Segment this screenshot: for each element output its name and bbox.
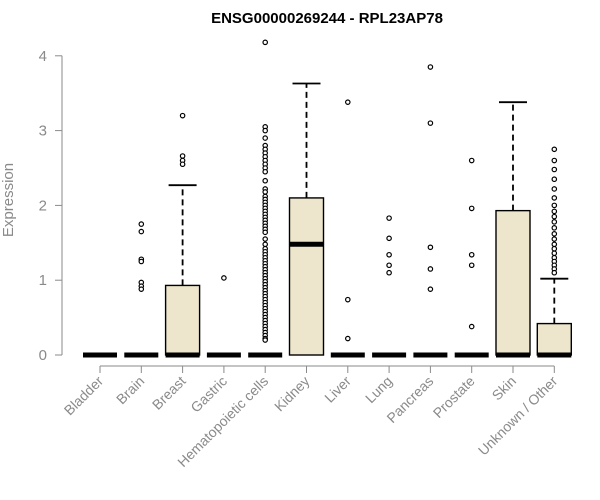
- outlier-point: [468, 205, 475, 212]
- outlier-point: [427, 244, 434, 251]
- outlier-point: [551, 146, 558, 153]
- outlier-point: [179, 153, 186, 159]
- outlier-point: [551, 225, 558, 231]
- y-axis-label: Expression: [0, 163, 17, 237]
- outlier-point: [551, 213, 558, 220]
- outlier-point: [551, 208, 558, 215]
- outlier-point: [138, 228, 145, 235]
- x-tick-label: Lung: [362, 373, 395, 406]
- outlier-point: [427, 120, 434, 126]
- outlier-point: [551, 231, 558, 237]
- outlier-point: [551, 236, 558, 242]
- outlier-point: [551, 157, 558, 164]
- y-tick-label: 4: [39, 48, 47, 65]
- x-tick-label: Brain: [113, 373, 147, 407]
- outlier-point: [386, 215, 392, 221]
- outlier-point: [551, 269, 558, 276]
- box: [164, 284, 201, 356]
- outlier-point: [386, 269, 392, 276]
- y-tick-label: 3: [39, 123, 47, 140]
- x-tick-label: Bladder: [61, 373, 107, 419]
- x-tick-label: Kidney: [271, 373, 313, 415]
- outlier-point: [468, 157, 475, 164]
- outlier-point: [262, 127, 269, 134]
- outlier-point: [262, 177, 269, 184]
- box: [495, 209, 531, 356]
- x-tick-label: Breast: [149, 373, 189, 413]
- x-tick-label: Liver: [321, 373, 354, 406]
- outlier-point: [551, 245, 558, 252]
- outlier-point: [551, 195, 558, 201]
- x-tick-label: Skin: [489, 373, 520, 404]
- outlier-point: [551, 250, 558, 257]
- outlier-point: [344, 335, 351, 342]
- y-tick-label: 0: [39, 347, 47, 364]
- outlier-point: [427, 286, 434, 292]
- outlier-point: [262, 168, 269, 175]
- outlier-point: [551, 166, 558, 173]
- outlier-point: [179, 112, 186, 119]
- outlier-point: [138, 258, 145, 265]
- outlier-point: [344, 296, 351, 303]
- x-tick-label: Prostate: [430, 373, 478, 421]
- box: [536, 322, 572, 356]
- outlier-point: [468, 262, 475, 269]
- outlier-point: [138, 221, 145, 227]
- y-tick-label: 1: [39, 272, 47, 289]
- outlier-point: [262, 189, 269, 195]
- outlier-point: [551, 202, 558, 209]
- outlier-point: [138, 286, 145, 292]
- outlier-point: [262, 229, 269, 236]
- outlier-point: [262, 39, 269, 46]
- outlier-point: [386, 235, 392, 242]
- outlier-point: [221, 275, 227, 281]
- outlier-point: [551, 219, 558, 225]
- outlier-point: [386, 262, 392, 269]
- outlier-point: [262, 241, 269, 248]
- outlier-point: [427, 266, 434, 272]
- outlier-point: [468, 251, 475, 258]
- outlier-point: [262, 236, 269, 242]
- outlier-point: [262, 337, 269, 343]
- outlier-point: [262, 135, 269, 141]
- outlier-point: [551, 186, 558, 192]
- outlier-point: [386, 251, 392, 258]
- outlier-point: [179, 161, 186, 168]
- outlier-point: [551, 241, 558, 248]
- outlier-point: [468, 323, 475, 330]
- outlier-point: [344, 99, 351, 105]
- outlier-point: [551, 176, 558, 183]
- chart-title: ENSG00000269244 - RPL23AP78: [211, 10, 443, 27]
- y-tick-label: 2: [39, 197, 47, 214]
- box: [288, 197, 325, 356]
- outlier-point: [427, 64, 434, 70]
